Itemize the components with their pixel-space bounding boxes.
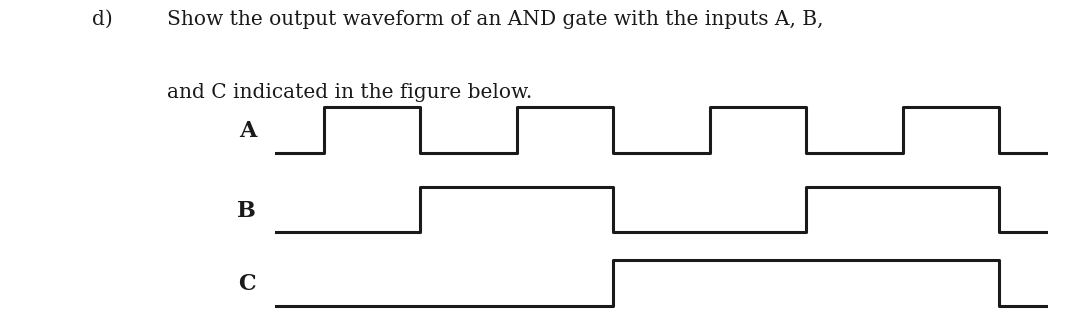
- Text: A: A: [239, 120, 256, 142]
- Text: d): d): [92, 10, 112, 29]
- Text: Show the output waveform of an AND gate with the inputs A, B,: Show the output waveform of an AND gate …: [167, 10, 824, 29]
- Text: C: C: [239, 273, 256, 295]
- Text: and C indicated in the figure below.: and C indicated in the figure below.: [167, 83, 532, 102]
- Text: B: B: [238, 200, 256, 221]
